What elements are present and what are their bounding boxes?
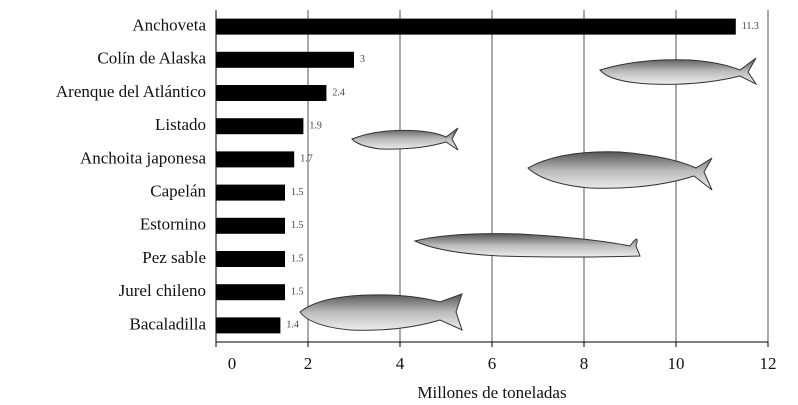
- value-label: 1.5: [291, 253, 304, 264]
- y-tick-label: Anchoveta: [132, 16, 206, 35]
- value-label: 1.5: [291, 187, 304, 198]
- bar: [216, 317, 281, 334]
- bar: [216, 184, 285, 201]
- y-tick-label: Estornino: [140, 215, 206, 234]
- bar: [216, 118, 304, 135]
- fish-illustration: [413, 233, 641, 258]
- plot-area: 0 2 4 6 8 10 12 Anchoveta 11.3 Colín de Alaska 3 Ar…: [56, 10, 777, 373]
- y-tick-label: Anchoita japonesa: [80, 148, 206, 167]
- x-tick-label: 4: [396, 354, 405, 373]
- value-label: 1.5: [291, 220, 304, 231]
- x-tick-label: 8: [580, 354, 589, 373]
- fish-illustration: [527, 151, 713, 191]
- y-tick-label: Arenque del Atlántico: [56, 82, 206, 101]
- bar: [216, 284, 285, 301]
- x-axis-label: Millones de toneladas: [417, 383, 566, 402]
- bar: [216, 151, 295, 168]
- y-tick-label: Colín de Alaska: [97, 49, 206, 68]
- x-tick-label: 10: [668, 354, 685, 373]
- y-tick-label: Listado: [155, 115, 206, 134]
- fish-illustration: [599, 57, 758, 86]
- value-label: 11.3: [742, 21, 759, 32]
- value-label: 1.4: [286, 320, 299, 331]
- value-label: 1.5: [291, 286, 304, 297]
- value-label: 1.9: [309, 120, 322, 131]
- bar: [216, 251, 285, 267]
- y-tick-label: Jurel chileno: [119, 281, 206, 300]
- fish-illustrations: [299, 57, 758, 331]
- x-tick-label: 2: [304, 354, 313, 373]
- fish-illustration: [351, 127, 459, 151]
- bar: [216, 51, 354, 68]
- fish-illustration: [299, 293, 463, 331]
- bar: [216, 18, 736, 35]
- y-tick-label: Capelán: [150, 182, 206, 201]
- x-tick-label: 6: [488, 354, 497, 373]
- bar: [216, 85, 327, 101]
- value-label: 3: [360, 54, 365, 65]
- value-label: 2.4: [332, 87, 345, 98]
- bar: [216, 217, 285, 234]
- x-tick-label: 12: [760, 354, 777, 373]
- value-label: 1.7: [300, 154, 313, 165]
- x-tick-label: 0: [228, 354, 237, 373]
- y-tick-label: Bacaladilla: [130, 314, 207, 333]
- y-tick-label: Pez sable: [142, 248, 206, 267]
